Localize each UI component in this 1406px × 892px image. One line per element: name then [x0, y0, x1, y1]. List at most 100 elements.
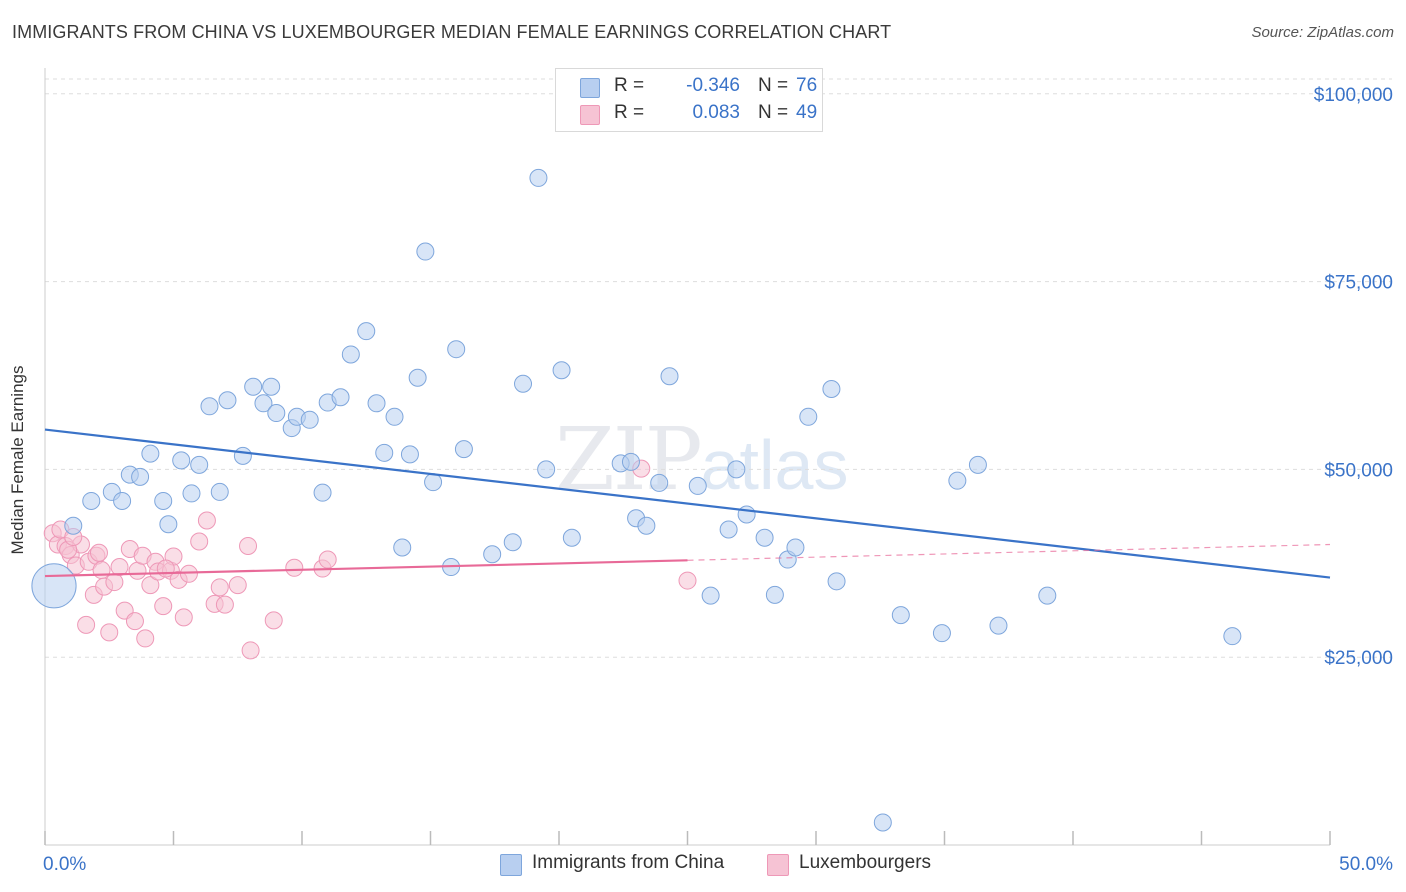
luxembourger-point: [77, 615, 96, 634]
china-point: [827, 572, 846, 591]
luxembourger-point: [241, 641, 260, 660]
china-point: [637, 516, 656, 535]
watermark-atlas: atlas: [700, 426, 849, 504]
luxembourger-point: [154, 597, 173, 616]
china-point: [701, 586, 720, 605]
luxembourger-point: [190, 532, 209, 551]
r-label: R =: [614, 75, 645, 96]
luxembourger-point: [210, 578, 229, 597]
luxembourger-point: [239, 537, 258, 556]
china-point: [552, 361, 571, 380]
axes: [44, 68, 1331, 846]
legend-label: Luxembourgers: [799, 852, 932, 873]
china-point: [719, 520, 738, 539]
r-value: -0.346: [686, 75, 740, 96]
legend-label: Immigrants from China: [532, 852, 725, 873]
china-point: [131, 467, 150, 486]
china-point: [1038, 586, 1057, 605]
china-point: [755, 528, 774, 547]
luxembourger-point: [110, 558, 129, 577]
n-label: N =: [758, 102, 789, 123]
china-point: [408, 368, 427, 387]
china-point: [400, 445, 419, 464]
source-credit: Source: ZipAtlas.com: [1251, 24, 1394, 41]
china-point: [873, 813, 892, 832]
y-tick-label: $50,000: [1324, 460, 1393, 481]
china-point: [447, 340, 466, 359]
china-point: [891, 606, 910, 625]
luxembourger-point: [318, 550, 337, 569]
china-point: [262, 377, 281, 396]
china-point: [688, 476, 707, 495]
china-point: [182, 484, 201, 503]
china-point: [537, 460, 556, 479]
trend-lines: [44, 428, 1331, 579]
luxembourger-point: [92, 561, 111, 580]
n-value: 76: [796, 75, 818, 96]
china-point: [113, 491, 132, 510]
luxembourger-point: [678, 571, 697, 590]
china-point: [948, 471, 967, 490]
china-point: [210, 482, 229, 501]
china-point: [244, 377, 263, 396]
china-point: [416, 242, 435, 261]
luxembourger-point: [105, 573, 124, 592]
y-tick-label: $25,000: [1324, 648, 1393, 669]
x-tick-label-max: 50.0%: [1339, 854, 1393, 875]
n-label: N =: [758, 75, 789, 96]
china-point: [786, 538, 805, 557]
luxembourger-point: [264, 611, 283, 630]
luxembourger-point: [285, 558, 304, 577]
watermark: ZIPatlas: [555, 410, 848, 510]
china-point: [154, 491, 173, 510]
china-point: [968, 455, 987, 474]
tick-labels: $25,000 $50,000 $75,000 $100,000 0.0% 50.0%: [43, 85, 1393, 875]
china-point: [267, 404, 286, 423]
china-point: [503, 533, 522, 552]
luxembourger-trend-line: [44, 559, 688, 578]
china-point: [82, 491, 101, 510]
y-tick-label: $100,000: [1314, 85, 1393, 106]
china-point: [367, 394, 386, 413]
china-swatch: [580, 78, 600, 98]
china-point: [31, 563, 77, 609]
y-tick-label: $75,000: [1324, 273, 1393, 294]
china-point: [64, 516, 83, 535]
n-value: 49: [796, 102, 818, 123]
luxembourger-point: [197, 511, 216, 530]
china-point: [233, 446, 252, 465]
china-point: [650, 473, 669, 492]
china-point: [254, 394, 273, 413]
china-point: [141, 444, 160, 463]
luxembourger-point: [156, 559, 175, 578]
luxembourger-point: [136, 629, 155, 648]
china-point: [454, 440, 473, 459]
luxembourger-point: [128, 561, 147, 580]
luxembourgers-swatch: [580, 105, 600, 125]
china-point: [799, 407, 818, 426]
china-point: [989, 616, 1008, 635]
luxembourgers-legend-swatch: [767, 854, 789, 876]
china-trend-line: [44, 428, 1331, 579]
luxembourger-point: [100, 623, 119, 642]
luxembourger-point: [215, 595, 234, 614]
china-point: [727, 460, 746, 479]
china-point: [393, 538, 412, 557]
luxembourger-point: [174, 608, 193, 627]
china-point: [562, 528, 581, 547]
correlation-stats-box: R = -0.346 N = 76 R = 0.083 N = 49: [555, 68, 823, 132]
china-point: [765, 585, 784, 604]
china-point: [200, 397, 219, 416]
luxembourger-point: [89, 543, 108, 562]
china-point: [331, 388, 350, 407]
china-point: [822, 380, 841, 399]
china-point: [621, 452, 640, 471]
china-point: [300, 410, 319, 429]
luxembourger-point: [141, 576, 160, 595]
china-point: [341, 345, 360, 364]
china-point: [172, 451, 191, 470]
r-label: R =: [614, 102, 645, 123]
china-point: [483, 545, 502, 564]
china-legend-swatch: [500, 854, 522, 876]
